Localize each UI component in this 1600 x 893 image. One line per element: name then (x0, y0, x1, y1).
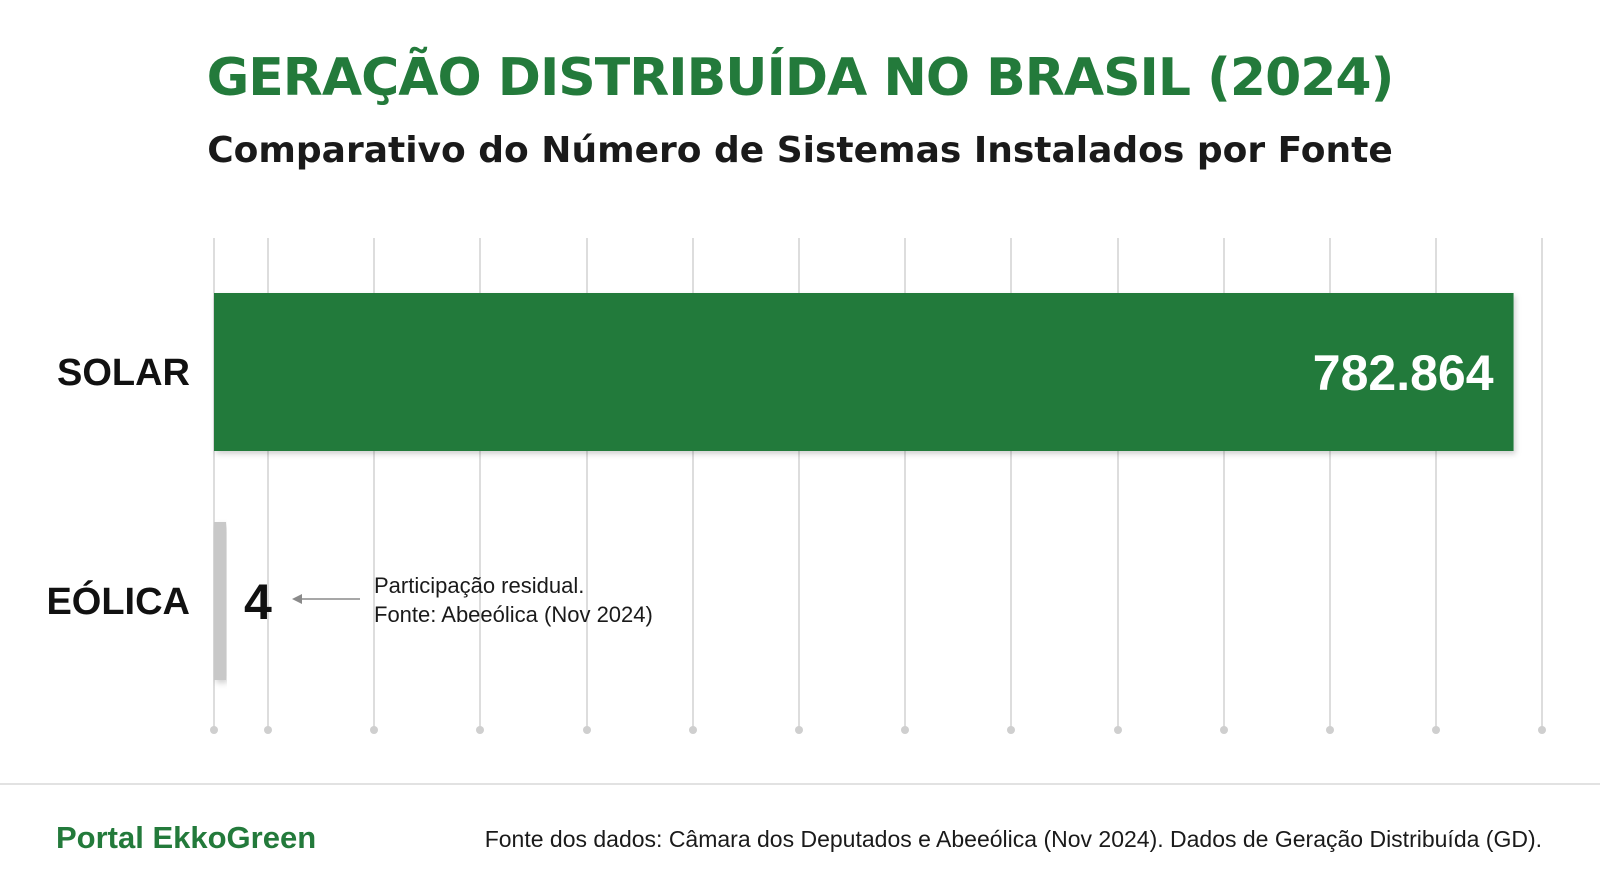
gridline-end-dot (583, 726, 591, 734)
annotation-text-line: Fonte: Abeeólica (Nov 2024) (374, 602, 653, 627)
gridline-end-dot (210, 726, 218, 734)
bar-chart: SOLAR 782.864 EÓLICA 4 Participação residua… (46, 238, 1546, 734)
gridline-end-dot (476, 726, 484, 734)
bar-eólica (214, 522, 226, 680)
category-labels: SOLAR 782.864 EÓLICA 4 (46, 345, 1493, 630)
gridline-end-dot (1220, 726, 1228, 734)
category-label-eólica: EÓLICA (46, 579, 190, 623)
gridline-end-dot (689, 726, 697, 734)
annotation-arrowhead (292, 594, 302, 604)
gridline-end-dot (1538, 726, 1546, 734)
bars (214, 293, 1514, 680)
gridline-end-dot (1432, 726, 1440, 734)
chart-subtitle: Comparativo do Número de Sistemas Instal… (207, 130, 1393, 171)
gridline-end-dot (1007, 726, 1015, 734)
gridline-end-dot (901, 726, 909, 734)
footer-divider (0, 783, 1600, 785)
annotations: Participação residual. Fonte: Abeeólica (… (292, 573, 653, 627)
category-label-solar: SOLAR (57, 352, 190, 394)
gridline-end-dot (1326, 726, 1334, 734)
gridline-end-dot (795, 726, 803, 734)
brand-name: Portal EkkoGreen (56, 820, 317, 855)
gridline-end-dot (264, 726, 272, 734)
value-label-solar: 782.864 (1313, 345, 1494, 401)
gridline-end-dot (370, 726, 378, 734)
chart-title: GERAÇÃO DISTRIBUÍDA NO BRASIL (2024) (206, 48, 1395, 108)
value-label-eólica: 4 (244, 574, 272, 630)
bar-solar (214, 293, 1514, 451)
source-note: Fonte dos dados: Câmara dos Deputados e … (484, 826, 1542, 852)
gridline-end-dot (1114, 726, 1122, 734)
annotation-text-line: Participação residual. (374, 573, 584, 598)
